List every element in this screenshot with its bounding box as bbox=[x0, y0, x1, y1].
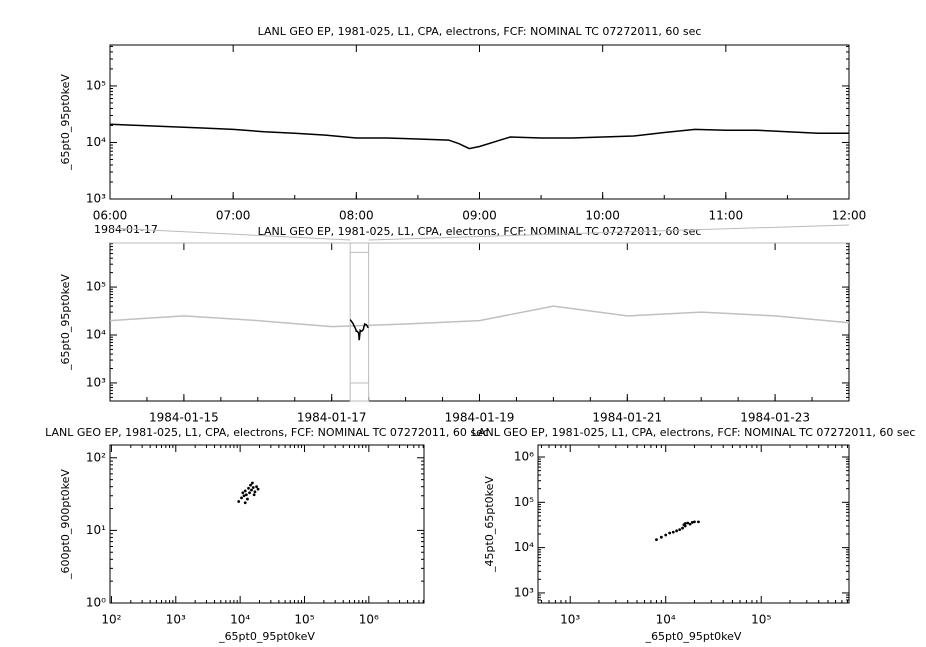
plot-frame bbox=[109, 44, 850, 200]
zoom-box bbox=[349, 242, 370, 402]
x-tick-label: 09:00 bbox=[462, 209, 497, 223]
point bbox=[251, 486, 255, 489]
y-axis-label: _65pt0_95pt0keV bbox=[59, 74, 72, 171]
point bbox=[242, 494, 246, 498]
point bbox=[655, 538, 658, 542]
x-tick-label: 1984-01-19 bbox=[445, 411, 515, 425]
y-tick-label: 10⁵ bbox=[86, 280, 106, 294]
x-tick-label: 10⁵ bbox=[751, 613, 771, 627]
point bbox=[237, 500, 241, 503]
x-tick-label: 1984-01-21 bbox=[592, 411, 662, 425]
x-tick-label: 10³ bbox=[560, 613, 580, 627]
point bbox=[256, 487, 260, 491]
y-tick-label: 10² bbox=[86, 450, 106, 464]
point bbox=[250, 488, 253, 492]
zoom-connector bbox=[109, 227, 351, 241]
point bbox=[675, 529, 678, 533]
x-tick-label: 12:00 bbox=[832, 209, 867, 223]
point bbox=[246, 497, 249, 501]
x-tick-label: 08:00 bbox=[339, 209, 374, 223]
y-tick-label: 10⁰ bbox=[86, 596, 106, 610]
x-tick-label: 10² bbox=[101, 613, 121, 627]
y-tick-label: 10⁴ bbox=[514, 540, 534, 554]
point bbox=[247, 486, 250, 490]
point bbox=[671, 530, 675, 534]
chart-title: LANL GEO EP, 1981-025, L1, CPA, electron… bbox=[258, 225, 702, 238]
point bbox=[688, 522, 692, 526]
y-axis-label: _45pt0_65pt0keV bbox=[483, 476, 496, 573]
x-tick-label: 11:00 bbox=[709, 209, 744, 223]
point bbox=[244, 493, 248, 497]
x-tick-label: 10⁵ bbox=[294, 613, 314, 627]
x-tick-label: 10⁴ bbox=[230, 613, 250, 627]
x-tick-label: 1984-01-17 bbox=[297, 411, 367, 425]
point bbox=[250, 481, 254, 485]
point bbox=[248, 491, 251, 495]
line bbox=[109, 305, 850, 328]
point bbox=[241, 491, 245, 495]
point bbox=[697, 520, 700, 524]
point bbox=[240, 496, 243, 500]
point bbox=[681, 526, 684, 530]
chart-title: LANL GEO EP, 1981-025, L1, CPA, electron… bbox=[45, 426, 489, 439]
y-tick-label: 10⁵ bbox=[86, 78, 106, 92]
point bbox=[682, 523, 686, 527]
point bbox=[253, 490, 257, 494]
point bbox=[668, 531, 672, 535]
y-tick-label: 10¹ bbox=[86, 523, 106, 537]
point bbox=[664, 533, 668, 537]
chart-title: LANL GEO EP, 1981-025, L1, CPA, electron… bbox=[472, 426, 916, 439]
plot-frame bbox=[109, 444, 425, 604]
point bbox=[659, 535, 663, 539]
y-tick-label: 10⁵ bbox=[514, 495, 534, 509]
line bbox=[109, 123, 849, 150]
plot-frame bbox=[109, 242, 850, 402]
x-tick-label: 10⁶ bbox=[359, 613, 379, 627]
y-tick-label: 10³ bbox=[86, 375, 106, 389]
x-tick-label: 10³ bbox=[166, 613, 186, 627]
point bbox=[255, 485, 258, 489]
y-tick-label: 10³ bbox=[514, 585, 534, 599]
point bbox=[252, 493, 256, 497]
x-tick-label: 07:00 bbox=[216, 209, 251, 223]
x-date-label: 1984-01-17 bbox=[94, 223, 158, 236]
y-tick-label: 10⁴ bbox=[86, 135, 106, 149]
x-axis-label: _65pt0_95pt0keV bbox=[218, 630, 315, 643]
point bbox=[678, 528, 682, 531]
x-tick-label: 10:00 bbox=[585, 209, 620, 223]
point bbox=[249, 483, 252, 487]
y-axis-label: _600pt0_900pt0keV bbox=[59, 469, 72, 580]
x-tick-label: 06:00 bbox=[93, 209, 128, 223]
point bbox=[693, 520, 696, 524]
y-tick-label: 10³ bbox=[86, 192, 106, 206]
x-tick-label: 1984-01-23 bbox=[740, 411, 810, 425]
x-axis-label: _65pt0_95pt0keV bbox=[645, 630, 742, 643]
point bbox=[243, 489, 247, 493]
y-axis-label: _65pt0_95pt0keV bbox=[59, 274, 72, 371]
point bbox=[690, 521, 694, 524]
zoom-connector bbox=[368, 224, 850, 241]
plot-frame bbox=[537, 444, 850, 604]
x-tick-label: 10⁴ bbox=[656, 613, 676, 627]
chart-title: LANL GEO EP, 1981-025, L1, CPA, electron… bbox=[258, 25, 702, 38]
y-tick-label: 10⁴ bbox=[86, 327, 106, 341]
x-tick-label: 1984-01-15 bbox=[149, 411, 219, 425]
point bbox=[686, 521, 690, 525]
zoom-line bbox=[349, 319, 369, 341]
point bbox=[243, 501, 247, 505]
y-tick-label: 10⁶ bbox=[514, 450, 534, 464]
